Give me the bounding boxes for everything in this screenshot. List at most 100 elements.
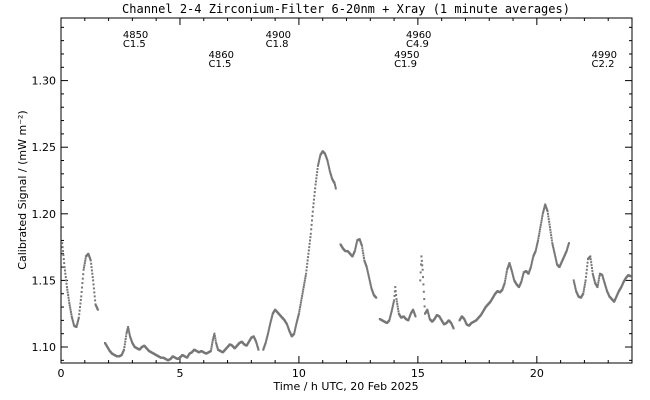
data-point — [305, 272, 308, 275]
data-point — [314, 187, 317, 190]
data-point — [573, 284, 576, 287]
data-point — [420, 259, 423, 262]
data-point — [362, 256, 365, 259]
data-point — [549, 231, 552, 234]
data-point — [297, 315, 300, 318]
data-point — [359, 240, 362, 243]
data-point — [528, 270, 531, 273]
data-point — [408, 316, 411, 319]
data-point — [211, 341, 214, 344]
x-tick-label: 20 — [530, 367, 544, 380]
data-point — [583, 283, 586, 286]
data-point — [509, 266, 512, 269]
data-point — [81, 286, 84, 289]
data-point — [426, 308, 429, 311]
data-point — [547, 218, 550, 221]
data-point — [531, 257, 534, 260]
data-point — [395, 300, 398, 303]
data-point — [544, 203, 547, 206]
data-point — [311, 210, 314, 213]
data-point — [312, 202, 315, 205]
data-point — [511, 271, 514, 274]
y-axis-label: Calibrated Signal / (mW m⁻²) — [16, 110, 29, 269]
data-point — [125, 331, 128, 334]
data-point — [355, 241, 358, 244]
data-point — [297, 312, 300, 315]
data-point — [287, 327, 290, 330]
data-point — [61, 246, 64, 249]
x-axis-label: Time / h UTC, 20 Feb 2025 — [272, 380, 418, 393]
data-point — [315, 177, 318, 180]
data-point — [129, 336, 132, 339]
data-point — [364, 263, 367, 266]
data-point — [78, 309, 81, 312]
data-point — [91, 272, 94, 275]
data-point — [419, 271, 422, 274]
data-point — [543, 206, 546, 209]
data-point — [65, 279, 68, 282]
data-point — [506, 267, 509, 270]
data-point — [89, 259, 92, 262]
data-point — [567, 244, 570, 247]
data-point — [395, 294, 398, 297]
data-point — [128, 333, 131, 336]
data-point — [308, 246, 311, 249]
data-point — [314, 180, 317, 183]
data-point — [330, 174, 333, 177]
data-point — [313, 194, 316, 197]
data-point — [298, 308, 301, 311]
data-point — [67, 296, 70, 299]
data-point — [312, 198, 315, 201]
data-point — [300, 299, 303, 302]
data-point — [590, 261, 593, 264]
data-point — [583, 288, 586, 291]
data-point — [408, 314, 411, 317]
data-point — [567, 243, 570, 246]
data-point — [397, 307, 400, 310]
data-point — [370, 285, 373, 288]
data-point — [393, 294, 396, 297]
data-point — [88, 254, 91, 257]
data-point — [69, 306, 72, 309]
data-point — [354, 246, 357, 249]
data-point — [287, 326, 290, 329]
data-point — [547, 215, 550, 218]
data-point — [128, 331, 131, 334]
data-point — [565, 250, 568, 253]
data-point — [529, 266, 532, 269]
data-point — [270, 315, 273, 318]
data-point — [306, 262, 309, 265]
data-point — [412, 309, 415, 312]
data-point — [566, 246, 569, 249]
axis-ticks: 0 5 10 15 20 1.10 1.15 1.20 1.25 1.30 — [32, 18, 633, 380]
data-point — [508, 262, 511, 265]
data-point — [298, 310, 301, 313]
data-point — [215, 344, 218, 347]
data-point — [130, 340, 133, 343]
data-point — [364, 261, 367, 264]
data-point — [414, 314, 417, 317]
data-point — [355, 243, 358, 245]
data-point — [83, 262, 86, 265]
data-point — [550, 234, 553, 237]
data-point — [604, 286, 607, 289]
data-point — [566, 247, 569, 250]
data-point — [309, 236, 312, 239]
data-point — [72, 321, 75, 324]
data-point — [79, 302, 82, 305]
data-point — [534, 250, 537, 253]
data-points — [61, 150, 632, 362]
data-point — [264, 343, 267, 346]
data-point — [326, 159, 329, 162]
data-point — [546, 209, 549, 212]
data-point — [585, 268, 588, 271]
data-point — [82, 268, 85, 271]
data-point — [572, 279, 575, 282]
data-point — [388, 317, 391, 320]
data-point — [585, 272, 588, 275]
data-point — [371, 290, 374, 293]
data-point — [92, 279, 95, 282]
data-point — [314, 183, 317, 186]
data-point — [325, 156, 328, 159]
data-point — [65, 282, 68, 285]
